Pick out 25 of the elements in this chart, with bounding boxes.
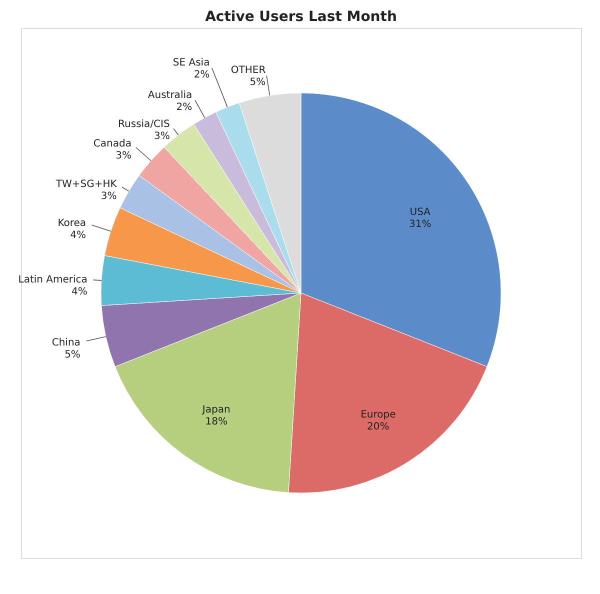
data-label: 4% bbox=[70, 230, 86, 242]
slice-label: China bbox=[52, 337, 80, 348]
data-label: 31% bbox=[408, 219, 432, 230]
slice-label: Japan bbox=[201, 404, 230, 416]
data-label: 3% bbox=[100, 191, 117, 202]
data-label: 5% bbox=[64, 349, 80, 360]
slice-label: OTHER bbox=[230, 64, 266, 76]
data-label: 3% bbox=[116, 150, 132, 162]
slice-label: Latin America bbox=[18, 274, 88, 286]
data-label: 3% bbox=[154, 130, 170, 142]
slice-label: Russia/CIS bbox=[118, 118, 170, 130]
data-label: 20% bbox=[367, 422, 390, 433]
slice-label: Australia bbox=[148, 90, 192, 101]
slice-label: Korea bbox=[58, 218, 86, 230]
data-label: 5% bbox=[250, 76, 266, 88]
slice-label: Europe bbox=[360, 410, 396, 421]
data-label: 2% bbox=[176, 102, 192, 113]
slice-label: USA bbox=[410, 207, 431, 218]
data-label: 18% bbox=[205, 416, 228, 428]
slice-label: Canada bbox=[93, 138, 132, 150]
chart-title: Active Users Last Month bbox=[205, 9, 397, 25]
data-label: 2% bbox=[194, 69, 210, 80]
data-label: 4% bbox=[72, 286, 88, 298]
slice-label: SE Asia bbox=[172, 57, 210, 68]
slice-label: TW+SG+HK bbox=[54, 179, 118, 190]
